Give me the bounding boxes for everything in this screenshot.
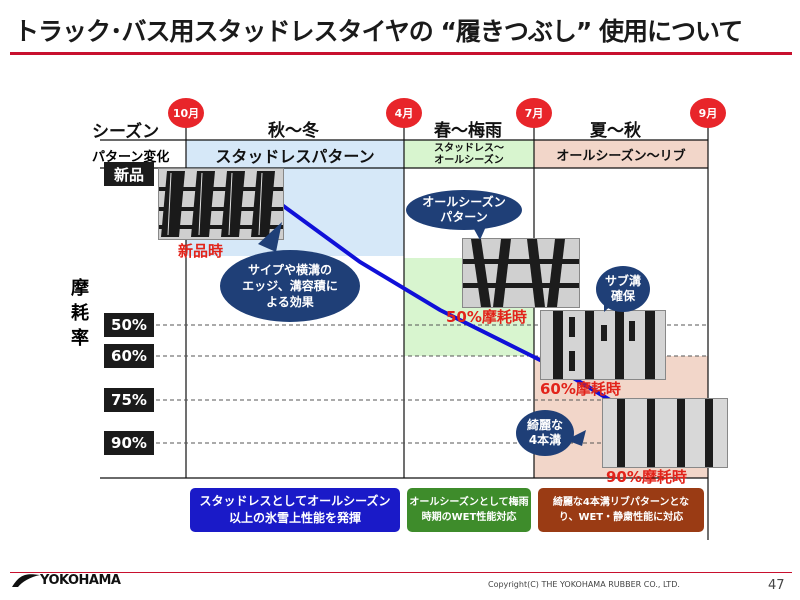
tire-new-image [158, 168, 284, 240]
rib-zone [534, 140, 708, 168]
tire-50-image [462, 238, 580, 308]
note-rib: 綺麗な4本溝リブパターンとな り、WET・静粛性能に対応 [538, 488, 704, 532]
tire-label-50: 50%摩耗時 [446, 308, 527, 326]
allseason-zone [404, 140, 534, 168]
note-studless: スタッドレスとしてオールシーズン 以上の氷雪上性能を発揮 [190, 488, 400, 532]
pattern-studless: スタッドレスパターン [215, 146, 375, 166]
callout-allseason-pattern: オールシーズン パターン [406, 190, 522, 230]
pattern-header: パターン変化 [92, 150, 170, 165]
month-july: 7月 [516, 98, 552, 128]
tire-label-new: 新品時 [178, 242, 224, 260]
tire-label-60: 60%摩耗時 [540, 380, 621, 398]
wear-60: 60% [104, 344, 154, 368]
wear-90: 90% [104, 431, 154, 455]
month-october: 10月 [168, 98, 204, 128]
footer-copyright: Copyright(C) THE YOKOHAMA RUBBER CO., LT… [488, 580, 680, 589]
wear-75: 75% [104, 388, 154, 412]
wear-new: 新品 [104, 162, 154, 186]
yokohama-logo: YOKOHAMA [12, 573, 121, 588]
tire-label-90: 90%摩耗時 [606, 468, 687, 486]
month-april: 4月 [386, 98, 422, 128]
wear-50: 50% [104, 313, 154, 337]
tire-60-image [540, 310, 666, 380]
callout-sub-groove: サブ溝 確保 [596, 266, 650, 312]
tire-90-image [602, 398, 728, 468]
page-number: 47 [768, 578, 785, 593]
footer-rule [10, 572, 792, 573]
season-spring-rainy: 春～梅雨 [434, 121, 502, 141]
season-summer-autumn: 夏～秋 [590, 121, 641, 141]
note-allseason: オールシーズンとして梅雨 時期のWET性能対応 [407, 488, 531, 532]
callout-sipe-effect: サイプや横溝の エッジ、溝容積に よる効果 [220, 250, 360, 322]
page-title: トラック･バス用スタッドレスタイヤの “履きつぶし” 使用について [14, 17, 743, 46]
yokohama-logo-mark [12, 573, 40, 587]
footer-logo-text: YOKOHAMA [40, 573, 121, 588]
season-header: シーズン [92, 122, 160, 142]
wear-rate-label: 摩耗率 [71, 278, 89, 349]
month-september: 9月 [690, 98, 726, 128]
callout-four-grooves: 綺麗な 4本溝 [516, 410, 574, 456]
pattern-allseason-rib: オールシーズン～リブ [556, 149, 686, 164]
pattern-studless-allseason: スタッドレス～ オールシーズン [434, 142, 504, 166]
season-autumn-winter: 秋～冬 [268, 121, 319, 141]
title-rule [10, 52, 792, 55]
